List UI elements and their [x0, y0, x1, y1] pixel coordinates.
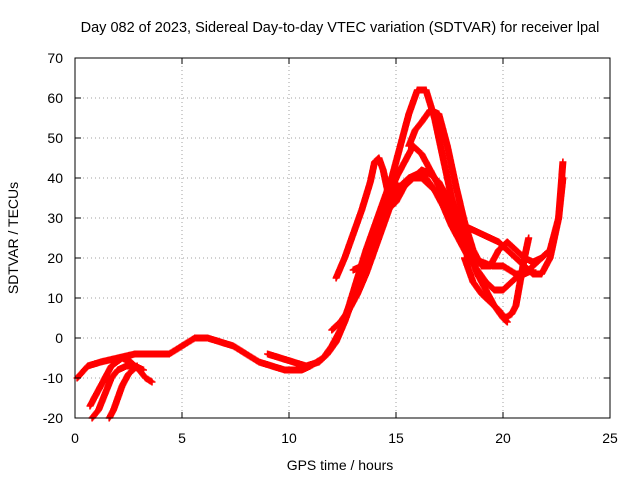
y-tick-label: 50 [47, 130, 63, 146]
plot-border [74, 57, 611, 419]
axis-ticks: 0 5 10 15 20 25 -20 -10 0 10 20 30 40 50 60 70 [43, 50, 618, 446]
y-tick-label: -10 [43, 370, 63, 386]
x-tick-label: 15 [388, 430, 404, 446]
x-tick-label: 20 [495, 430, 511, 446]
series-arc-9 [405, 106, 567, 270]
series-markers [405, 106, 567, 270]
y-tick-label: 0 [55, 330, 63, 346]
x-axis-label: GPS time / hours [287, 457, 394, 473]
y-tick-label: 20 [47, 250, 63, 266]
series-arc-8 [349, 142, 468, 274]
y-tick-label: -20 [43, 410, 63, 426]
series-markers [461, 234, 533, 322]
y-axis-label: SDTVAR / TECUs [5, 182, 21, 294]
x-tick-label: 10 [281, 430, 297, 446]
x-tick-label: 5 [178, 430, 186, 446]
y-tick-label: 70 [47, 50, 63, 66]
data-series [73, 86, 567, 422]
y-tick-label: 40 [47, 170, 63, 186]
chart-title: Day 082 of 2023, Sidereal Day-to-day VTE… [81, 20, 600, 36]
x-tick-label: 25 [602, 430, 618, 446]
x-tick-label: 0 [71, 430, 79, 446]
series-arc-10 [461, 234, 533, 322]
y-tick-label: 10 [47, 290, 63, 306]
series-markers [349, 142, 468, 274]
y-tick-label: 30 [47, 210, 63, 226]
y-tick-label: 60 [47, 90, 63, 106]
